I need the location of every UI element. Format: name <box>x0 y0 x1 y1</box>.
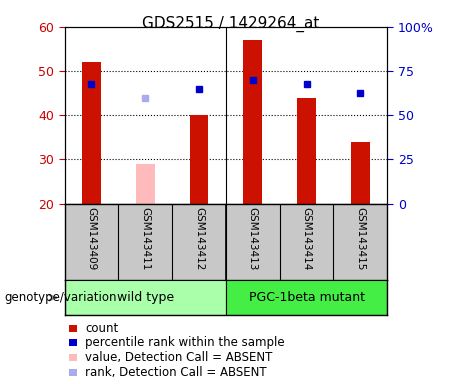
Bar <box>136 164 154 204</box>
Text: rank, Detection Call = ABSENT: rank, Detection Call = ABSENT <box>85 366 267 379</box>
Text: GSM143409: GSM143409 <box>86 207 96 271</box>
Bar <box>226 280 387 315</box>
Text: wild type: wild type <box>117 291 174 304</box>
Bar <box>82 62 101 204</box>
Bar <box>297 98 316 204</box>
Text: GDS2515 / 1429264_at: GDS2515 / 1429264_at <box>142 15 319 31</box>
Text: genotype/variation: genotype/variation <box>5 291 117 304</box>
Bar <box>189 115 208 204</box>
Text: GSM143412: GSM143412 <box>194 207 204 271</box>
Bar <box>351 142 370 204</box>
Text: PGC-1beta mutant: PGC-1beta mutant <box>248 291 365 304</box>
Bar <box>243 40 262 204</box>
Text: GSM143415: GSM143415 <box>355 207 366 271</box>
Text: count: count <box>85 322 118 335</box>
Text: GSM143413: GSM143413 <box>248 207 258 271</box>
Bar <box>65 280 226 315</box>
Text: percentile rank within the sample: percentile rank within the sample <box>85 336 285 349</box>
Text: GSM143411: GSM143411 <box>140 207 150 271</box>
Text: value, Detection Call = ABSENT: value, Detection Call = ABSENT <box>85 351 272 364</box>
Text: GSM143414: GSM143414 <box>301 207 312 271</box>
